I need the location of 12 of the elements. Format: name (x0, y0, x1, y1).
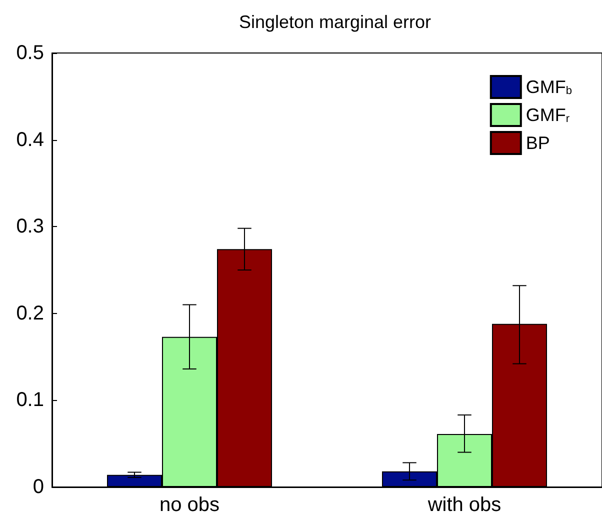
legend-label: GMFb (526, 77, 572, 97)
x-tick-label: with obs (426, 494, 502, 516)
y-tick-label: 0.3 (16, 216, 44, 238)
y-tick-label: 0.5 (16, 42, 44, 64)
legend-label: GMFr (526, 105, 570, 125)
x-tick-label: no obs (159, 494, 220, 516)
y-tick-label: 0 (32, 476, 44, 498)
y-tick-label: 0.2 (16, 302, 44, 324)
legend-label: BP (526, 133, 550, 153)
y-tick-label: 0.4 (16, 128, 44, 151)
chart-title: Singleton marginal error (238, 12, 432, 32)
y-tick-label: 0.1 (16, 389, 44, 412)
